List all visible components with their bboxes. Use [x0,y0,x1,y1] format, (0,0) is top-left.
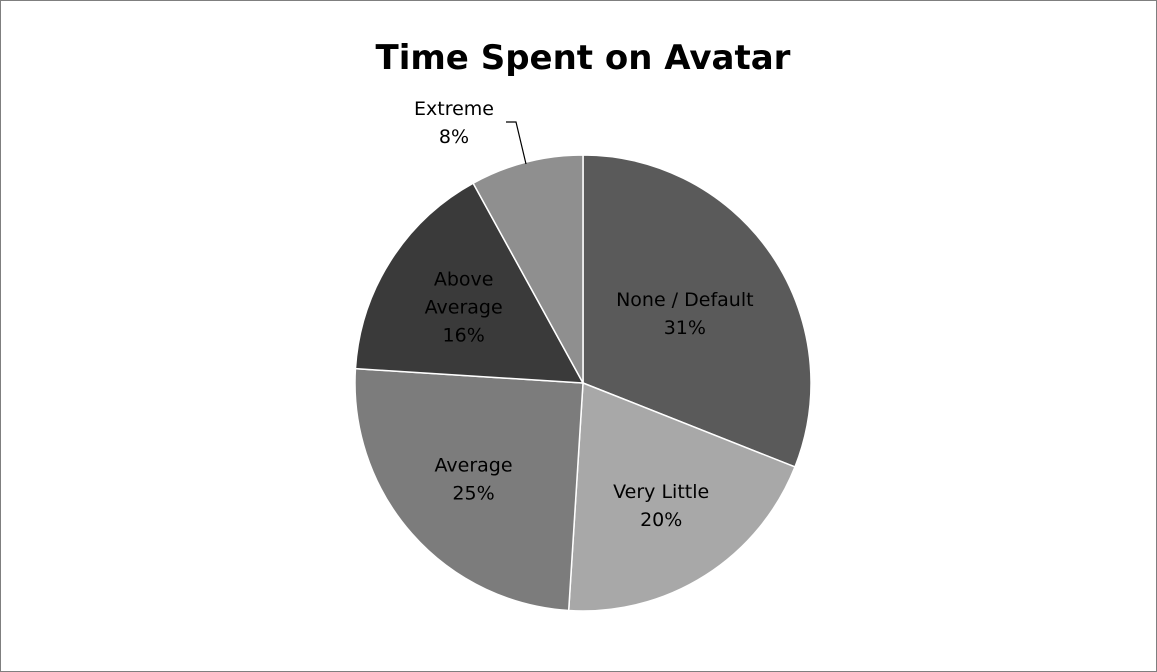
slice-label-very-little: Very Little 20% [613,481,709,531]
pie-slice-extreme [472,154,584,384]
pie-slice-average [354,367,584,612]
pie-slice-none-default [582,154,812,468]
leader-line-extreme [506,121,527,165]
pie-slices [354,154,812,612]
slice-label-average: Average 25% [435,454,513,504]
pie-slice-very-little [567,381,796,612]
slice-labels: None / Default 31% Very Little 20% Average 25… [414,98,754,531]
slice-label-extreme: Extreme 8% [414,98,494,148]
pie-slice-above-average [354,182,585,384]
chart-title: Time Spent on Avatar [376,38,791,78]
slice-label-none-default: None / Default 31% [616,289,753,339]
slice-label-above-average: Above Average 16% [425,268,503,346]
